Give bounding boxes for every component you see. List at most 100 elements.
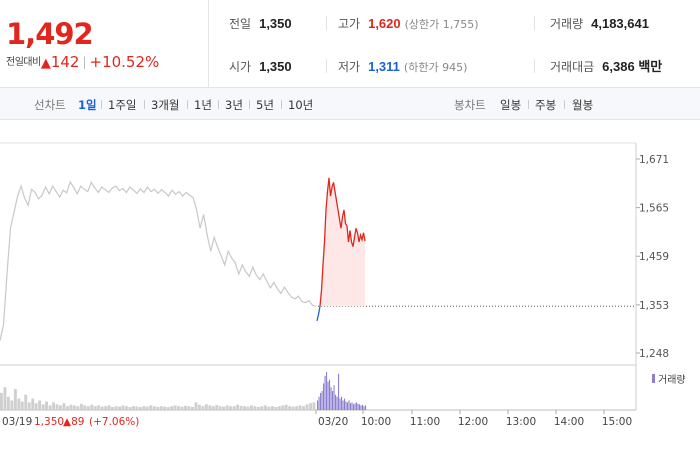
volume-value: 4,183,641	[591, 16, 649, 31]
y-axis-ticks: 1,671 1,565 1,459 1,353 1,248	[636, 154, 669, 360]
volume-bar-prev	[302, 406, 305, 410]
volume-bar-today	[362, 404, 364, 410]
volume-bar-prev	[180, 406, 184, 410]
volume-bar-prev	[201, 406, 205, 410]
trade-value: 6,386 백만	[602, 59, 663, 74]
volume-bar-today	[345, 401, 347, 410]
trade-value-cell: 거래대금 6,386 백만	[550, 59, 662, 75]
volume-bar-prev	[263, 405, 267, 410]
volume-bar-prev	[156, 407, 160, 410]
volume-bar-today	[348, 400, 350, 410]
volume-bar-prev	[121, 405, 125, 410]
tab-3year[interactable]: 3년	[225, 98, 243, 112]
volume-bar-today	[342, 400, 344, 410]
high-value: 1,620	[368, 16, 401, 31]
low-label: 저가	[338, 60, 361, 74]
volume-bar-prev	[142, 406, 146, 410]
volume-bar-prev	[253, 406, 257, 410]
intraday-price-chart: 1,671 1,565 1,459 1,353 1,248 10:00 11:00 12:0…	[0, 142, 686, 428]
up-triangle-icon: ▲	[40, 56, 51, 71]
volume-bar-prev	[138, 407, 142, 410]
volume-bar-today	[327, 381, 329, 410]
volume-bar-prev	[246, 406, 250, 410]
tab-monthly-candle[interactable]: 월봉	[572, 98, 594, 112]
y-tick-label: 1,671	[639, 154, 669, 166]
low-value: 1,311	[368, 59, 400, 74]
volume-bars	[0, 372, 367, 410]
volume-bar-prev	[177, 406, 180, 410]
volume-bar-prev	[257, 407, 260, 410]
tab-1year[interactable]: 1년	[194, 98, 212, 112]
volume-bar-prev	[166, 407, 170, 410]
volume-bar-today	[326, 372, 328, 410]
x-tick-label: 10:00	[361, 416, 391, 428]
volume-bar-prev	[229, 406, 233, 410]
volume-bar-prev	[41, 404, 45, 410]
volume-bar-prev	[232, 406, 236, 410]
trade-value-label: 거래대금	[550, 60, 595, 74]
volume-bar-prev	[215, 405, 219, 410]
volume-bar-prev	[48, 405, 52, 410]
tab-1week[interactable]: 1주일	[108, 98, 137, 112]
volume-bar-prev	[159, 406, 163, 410]
volume-bar-today	[324, 375, 326, 410]
volume-bar-prev	[267, 406, 271, 410]
today-price-line-down	[316, 306, 321, 322]
volume-bar-today	[336, 396, 338, 410]
prev-close-label: 전일	[229, 17, 252, 31]
tab-divider	[564, 100, 565, 109]
volume-bar-today	[365, 405, 367, 410]
y-tick-label: 1,565	[639, 203, 669, 215]
volume-bar-today	[360, 405, 362, 410]
volume-bar-prev	[250, 405, 253, 410]
change-amount: 142	[50, 53, 80, 71]
volume-bar-prev	[86, 406, 90, 410]
tab-weekly-candle[interactable]: 주봉	[535, 98, 557, 112]
volume-bar-prev	[125, 406, 128, 410]
open-cell: 시가 1,350	[229, 59, 292, 75]
volume-bar-prev	[24, 394, 28, 410]
price-box: 1,492 전일대비▲142 | +10.52%	[0, 0, 209, 88]
divider	[326, 16, 327, 30]
volume-legend-swatch	[652, 374, 655, 383]
upper-limit: (상한가 1,755)	[404, 18, 479, 31]
volume-bar-prev	[45, 401, 48, 410]
tab-1day[interactable]: 1일	[78, 98, 97, 112]
tab-daily-candle[interactable]: 일봉	[500, 98, 522, 112]
volume-bar-prev	[135, 406, 139, 410]
today-price-line-up	[319, 177, 366, 307]
tab-3month[interactable]: 3개월	[151, 98, 180, 112]
volume-bar-prev	[260, 406, 264, 410]
volume-bar-prev	[191, 407, 194, 410]
volume-bar-prev	[149, 405, 153, 410]
prev-day-change: ▲89	[63, 416, 84, 428]
volume-bar-today	[321, 391, 323, 410]
volume-bar-prev	[107, 405, 111, 410]
volume-bar-prev	[298, 405, 302, 410]
volume-bar-today	[356, 402, 358, 410]
volume-bar-prev	[222, 406, 226, 410]
volume-bar-prev	[6, 396, 10, 410]
today-date: 03/20	[318, 416, 348, 428]
volume-bar-today	[329, 379, 331, 410]
tab-5year[interactable]: 5년	[256, 98, 274, 112]
volume-bar-today	[317, 400, 319, 410]
volume-bar-prev	[132, 406, 135, 410]
volume-bar-prev	[204, 404, 208, 410]
volume-bar-prev	[163, 406, 167, 410]
volume-bar-prev	[270, 406, 274, 410]
volume-bar-prev	[114, 406, 118, 410]
volume-bar-prev	[197, 404, 201, 410]
volume-bar-prev	[55, 404, 59, 410]
volume-bar-today	[363, 406, 365, 410]
candle-chart-title: 봉차트	[454, 98, 486, 112]
volume-bar-prev	[111, 407, 114, 410]
volume-bar-today	[344, 398, 346, 410]
volume-bar-prev	[187, 406, 191, 410]
volume-bar-prev	[291, 406, 295, 410]
volume-legend-label: 거래량	[658, 374, 686, 386]
volume-bar-today	[339, 398, 341, 410]
volume-bar-prev	[170, 406, 174, 410]
volume-bar-prev	[288, 406, 292, 410]
tab-10year[interactable]: 10년	[288, 98, 314, 112]
